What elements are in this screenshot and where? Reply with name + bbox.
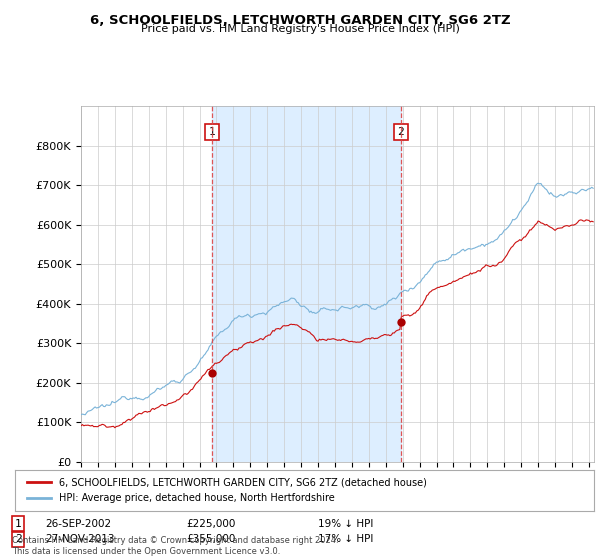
Text: £225,000: £225,000	[186, 519, 235, 529]
Text: 19% ↓ HPI: 19% ↓ HPI	[318, 519, 373, 529]
Text: 27-NOV-2013: 27-NOV-2013	[45, 534, 115, 544]
Text: £355,000: £355,000	[186, 534, 235, 544]
Text: Price paid vs. HM Land Registry's House Price Index (HPI): Price paid vs. HM Land Registry's House …	[140, 24, 460, 34]
Text: 17% ↓ HPI: 17% ↓ HPI	[318, 534, 373, 544]
Bar	[212, 106, 401, 462]
Text: 1: 1	[208, 127, 215, 137]
Text: Contains HM Land Registry data © Crown copyright and database right 2024.
This d: Contains HM Land Registry data © Crown c…	[12, 536, 338, 556]
Text: 1: 1	[14, 519, 22, 529]
Text: 6, SCHOOLFIELDS, LETCHWORTH GARDEN CITY, SG6 2TZ: 6, SCHOOLFIELDS, LETCHWORTH GARDEN CITY,…	[89, 14, 511, 27]
Text: 2: 2	[398, 127, 404, 137]
Text: 2: 2	[14, 534, 22, 544]
Legend: 6, SCHOOLFIELDS, LETCHWORTH GARDEN CITY, SG6 2TZ (detached house), HPI: Average : 6, SCHOOLFIELDS, LETCHWORTH GARDEN CITY,…	[23, 474, 430, 507]
Text: 26-SEP-2002: 26-SEP-2002	[45, 519, 111, 529]
